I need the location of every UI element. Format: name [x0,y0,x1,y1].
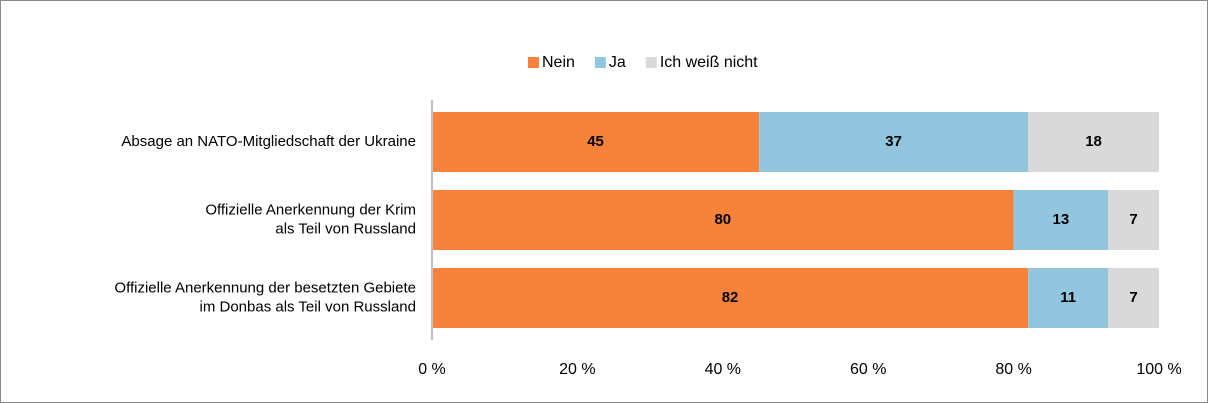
category-label: Offizielle Anerkennung der Krim als Teil … [205,201,416,237]
legend-swatch [645,57,657,68]
category-label: Offizielle Anerkennung der besetzten Geb… [114,279,416,315]
x-tick-label: 80 % [995,361,1031,378]
bar-segment [432,190,1014,250]
legend-label: Ich weiß nicht [660,54,758,71]
category-label: Absage an NATO-Mitgliedschaft der Ukrain… [121,133,416,150]
x-tick-label: 100 % [1136,361,1181,378]
bar-segment [759,112,1029,172]
x-tick-label: 0 % [418,361,446,378]
legend-swatch [594,57,606,68]
data-label: 7 [1129,211,1137,228]
data-label: 37 [885,133,902,150]
legend-label: Ja [609,54,626,71]
bar-segment [432,112,760,172]
data-label: 45 [587,133,604,150]
x-tick-label: 40 % [705,361,741,378]
data-label: 7 [1129,289,1137,306]
bar-segment [1108,190,1159,250]
bar-segment [1108,268,1159,328]
data-label: 80 [714,211,731,228]
legend-swatch [528,57,539,68]
bar-segment [1013,190,1109,250]
x-tick-label: 60 % [850,361,886,378]
bar-segment [432,268,1029,328]
data-label: 18 [1085,133,1102,150]
bar-segment [1028,112,1159,172]
x-tick-label: 20 % [559,361,595,378]
data-label: 11 [1060,289,1076,306]
data-label: 82 [722,289,739,306]
bar-segment [1028,268,1109,328]
data-label: 13 [1053,211,1070,228]
legend-label: Nein [542,54,575,71]
